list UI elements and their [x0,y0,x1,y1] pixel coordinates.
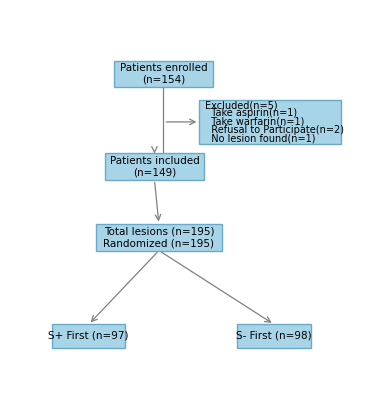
FancyBboxPatch shape [52,324,125,348]
Text: (n=149): (n=149) [133,167,176,177]
Text: Patients included: Patients included [110,156,199,166]
Text: Excluded(n=5): Excluded(n=5) [205,100,277,110]
Text: Total lesions (n=195): Total lesions (n=195) [104,227,214,237]
Text: S- First (n=98): S- First (n=98) [236,331,312,341]
Text: No lesion found(n=1): No lesion found(n=1) [205,134,315,144]
FancyBboxPatch shape [237,324,311,348]
Text: Randomized (n=195): Randomized (n=195) [103,238,215,248]
FancyBboxPatch shape [105,154,204,180]
FancyBboxPatch shape [199,100,342,144]
Text: Take aspirin(n=1): Take aspirin(n=1) [205,108,297,118]
Text: Patients enrolled: Patients enrolled [120,64,207,74]
Text: Refusal to Participate(n=2): Refusal to Participate(n=2) [205,125,344,135]
Text: (n=154): (n=154) [142,75,185,85]
Text: Take warfarin(n=1): Take warfarin(n=1) [205,117,304,127]
FancyBboxPatch shape [96,224,222,250]
Text: S+ First (n=97): S+ First (n=97) [48,331,129,341]
FancyBboxPatch shape [114,61,213,87]
